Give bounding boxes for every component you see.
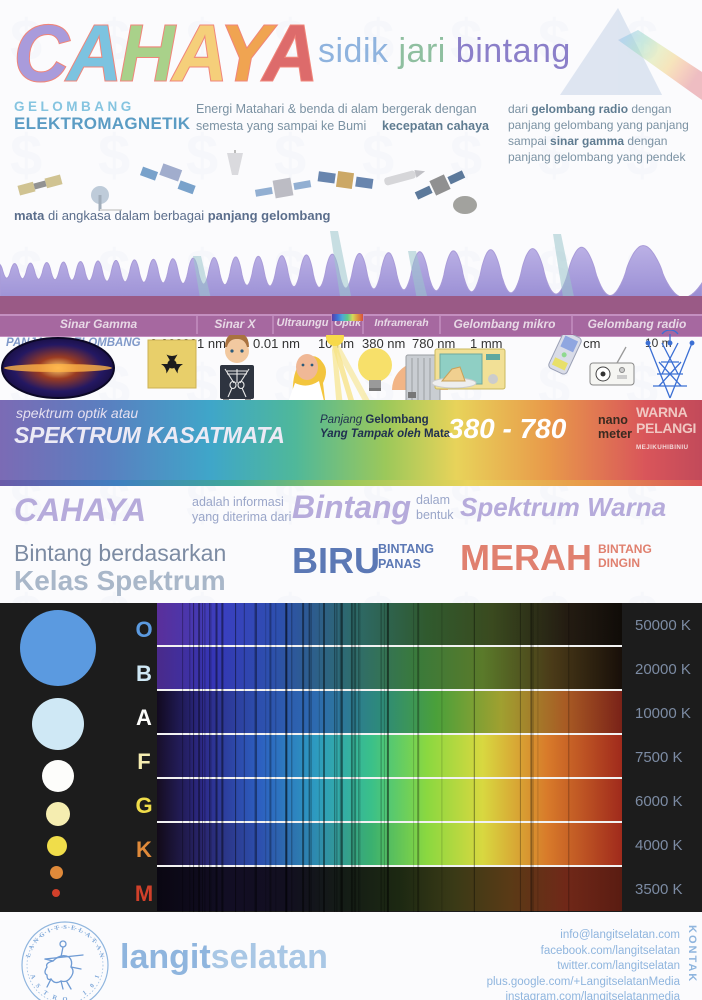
svg-text:A: A — [94, 944, 103, 952]
svg-text:T: T — [90, 937, 99, 945]
svg-text:1: 1 — [81, 989, 88, 997]
svg-text:G: G — [38, 931, 46, 940]
svg-text:A: A — [28, 973, 36, 980]
svg-text:S: S — [63, 924, 67, 931]
svg-text:L: L — [25, 952, 33, 958]
svg-text:S: S — [34, 982, 42, 989]
svg-text:T: T — [41, 989, 49, 998]
svg-text:L: L — [77, 927, 84, 935]
svg-text:I: I — [47, 927, 53, 935]
svg-text:N: N — [97, 952, 105, 959]
svg-text:1: 1 — [94, 974, 102, 979]
svg-text:R: R — [51, 994, 58, 1000]
svg-text:N: N — [32, 937, 41, 945]
svg-text:T: T — [54, 924, 60, 932]
svg-text:E: E — [70, 925, 76, 933]
svg-text:O: O — [63, 996, 68, 1000]
svg-text:A: A — [28, 944, 37, 952]
